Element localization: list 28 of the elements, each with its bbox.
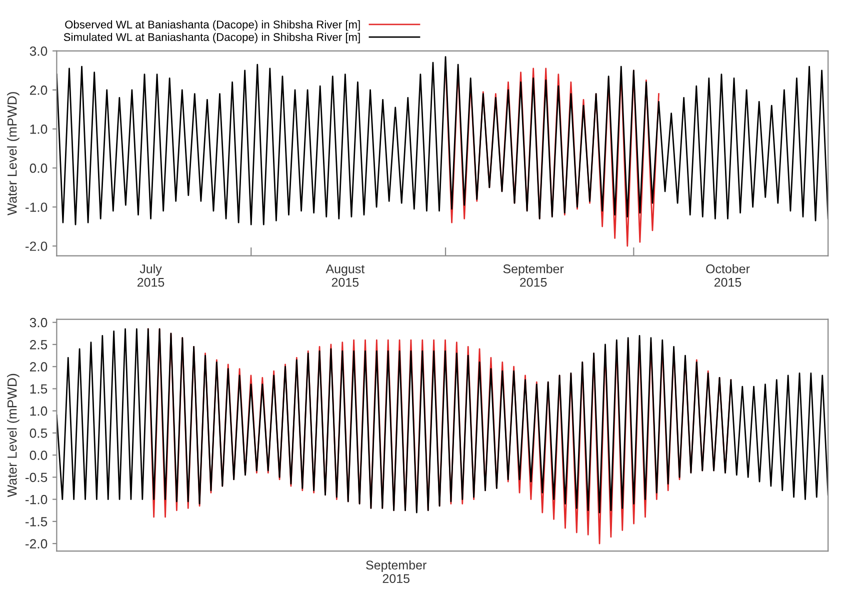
- y-tick-label: 0.0: [30, 164, 48, 173]
- y-tick-label: 2.0: [30, 362, 48, 372]
- y-tick-label: 0.0: [30, 450, 48, 460]
- y-tick-label: 1.0: [30, 124, 48, 134]
- y-tick-label: -1.0: [26, 202, 48, 212]
- line-series: [56, 56, 828, 226]
- y-tick-label: 2.5: [30, 340, 48, 350]
- x-tick-label: September 2015: [503, 264, 564, 287]
- y-tick-label: -0.5: [26, 472, 48, 482]
- y-tick-label: 1.0: [30, 406, 48, 416]
- y-tick-label: 0.5: [30, 428, 48, 438]
- x-tick-label: July 2015: [137, 264, 164, 287]
- x-tick-label: August 2015: [326, 264, 365, 287]
- y-tick-label: -1.0: [26, 494, 48, 504]
- y-tick-label: 3.0: [30, 46, 48, 56]
- y-tick-label: -2.0: [26, 242, 48, 251]
- y-tick-label: 3.0: [30, 318, 48, 328]
- text: September 2015: [366, 560, 426, 583]
- line-series: [56, 328, 828, 514]
- x-tick-label: October 2015: [706, 264, 750, 287]
- y-axis-title: Water Level (mPWD): [7, 374, 20, 498]
- legend-label: Simulated WL at Baniashanta (Dacope) in Shibsha River [m]: [64, 32, 360, 44]
- y-tick-label: -2.0: [26, 539, 48, 548]
- y-tick-label: -1.5: [26, 517, 48, 526]
- y-axis-title: Water Level (mPWD): [7, 92, 20, 216]
- y-tick-label: 2.0: [30, 86, 48, 95]
- legend-label: Observed WL at Baniashanta (Dacope) in Shibsha River [m]: [65, 20, 360, 31]
- y-tick-label: 1.5: [30, 384, 48, 394]
